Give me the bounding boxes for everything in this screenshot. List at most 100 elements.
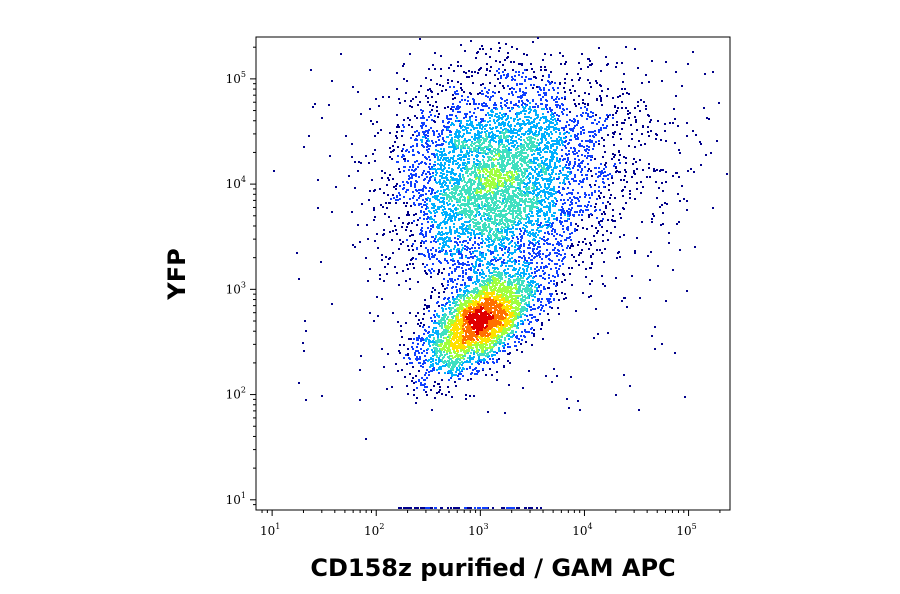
- data-point: [519, 118, 521, 120]
- data-point: [510, 241, 512, 243]
- data-point: [523, 335, 525, 337]
- data-point: [439, 144, 441, 146]
- data-point: [514, 262, 516, 264]
- data-point: [488, 149, 490, 151]
- data-point: [549, 161, 551, 163]
- data-point: [380, 204, 382, 206]
- data-point: [553, 186, 555, 188]
- data-point: [403, 119, 405, 121]
- data-point: [544, 151, 546, 153]
- data-point: [589, 116, 591, 118]
- data-point: [521, 339, 523, 341]
- data-point: [491, 355, 493, 357]
- data-point: [345, 135, 347, 137]
- data-point: [553, 215, 555, 217]
- data-point: [407, 160, 409, 162]
- data-point: [595, 80, 597, 82]
- data-point: [603, 175, 605, 177]
- data-point: [635, 121, 637, 123]
- data-point: [580, 127, 582, 129]
- data-point: [372, 123, 374, 125]
- data-point: [548, 180, 550, 182]
- data-point: [432, 358, 434, 360]
- data-point: [434, 316, 436, 318]
- data-point: [456, 266, 458, 268]
- data-point: [489, 262, 491, 264]
- data-point: [563, 133, 565, 135]
- data-point: [535, 220, 537, 222]
- data-point: [413, 203, 415, 205]
- data-point: [558, 242, 560, 244]
- data-point: [518, 338, 520, 340]
- data-point: [417, 281, 419, 283]
- data-point: [625, 202, 627, 204]
- data-point: [432, 105, 434, 107]
- data-point: [481, 124, 483, 126]
- data-point: [442, 365, 444, 367]
- data-point: [531, 507, 533, 509]
- data-point: [563, 158, 565, 160]
- data-point: [551, 233, 553, 235]
- data-point: [656, 169, 658, 171]
- data-point: [584, 106, 586, 108]
- data-point: [433, 385, 435, 387]
- data-point: [583, 146, 585, 148]
- data-point: [511, 253, 513, 255]
- data-point: [569, 233, 571, 235]
- data-point: [434, 161, 436, 163]
- data-point: [467, 127, 469, 129]
- data-point: [417, 219, 419, 221]
- data-point: [448, 208, 450, 210]
- data-point: [471, 276, 473, 278]
- data-point: [690, 168, 692, 170]
- data-point: [507, 249, 509, 251]
- data-point: [508, 143, 510, 145]
- data-point: [495, 104, 497, 106]
- data-point: [573, 153, 575, 155]
- data-point: [549, 207, 551, 209]
- data-point: [412, 134, 414, 136]
- data-point: [594, 210, 596, 212]
- data-point: [505, 105, 507, 107]
- data-point: [703, 107, 705, 109]
- data-point: [592, 112, 594, 114]
- data-point: [539, 94, 541, 96]
- data-point: [305, 399, 307, 401]
- data-point: [457, 167, 459, 169]
- data-point: [442, 177, 444, 179]
- data-point: [402, 222, 404, 224]
- data-point: [443, 201, 445, 203]
- data-point: [386, 207, 388, 209]
- data-point: [589, 60, 591, 62]
- data-point: [418, 203, 420, 205]
- data-point: [664, 123, 666, 125]
- data-point: [482, 368, 484, 370]
- data-point: [518, 63, 520, 65]
- data-point: [410, 173, 412, 175]
- data-point: [411, 126, 413, 128]
- data-point: [595, 203, 597, 205]
- data-point: [462, 279, 464, 281]
- data-point: [438, 372, 440, 374]
- data-point: [448, 121, 450, 123]
- data-point: [569, 111, 571, 113]
- data-point: [457, 93, 459, 95]
- data-point: [511, 257, 513, 259]
- data-point: [412, 164, 414, 166]
- data-point: [452, 169, 454, 171]
- data-point: [387, 263, 389, 265]
- data-point: [531, 68, 533, 70]
- data-point: [436, 369, 438, 371]
- data-point: [520, 245, 522, 247]
- data-point: [464, 126, 466, 128]
- data-point: [502, 71, 504, 73]
- data-point: [648, 167, 650, 169]
- data-point: [444, 184, 446, 186]
- data-point: [651, 60, 653, 62]
- data-point: [555, 120, 557, 122]
- data-point: [443, 140, 445, 142]
- data-point: [554, 149, 556, 151]
- data-point: [473, 127, 475, 129]
- data-point: [530, 267, 532, 269]
- data-point: [505, 140, 507, 142]
